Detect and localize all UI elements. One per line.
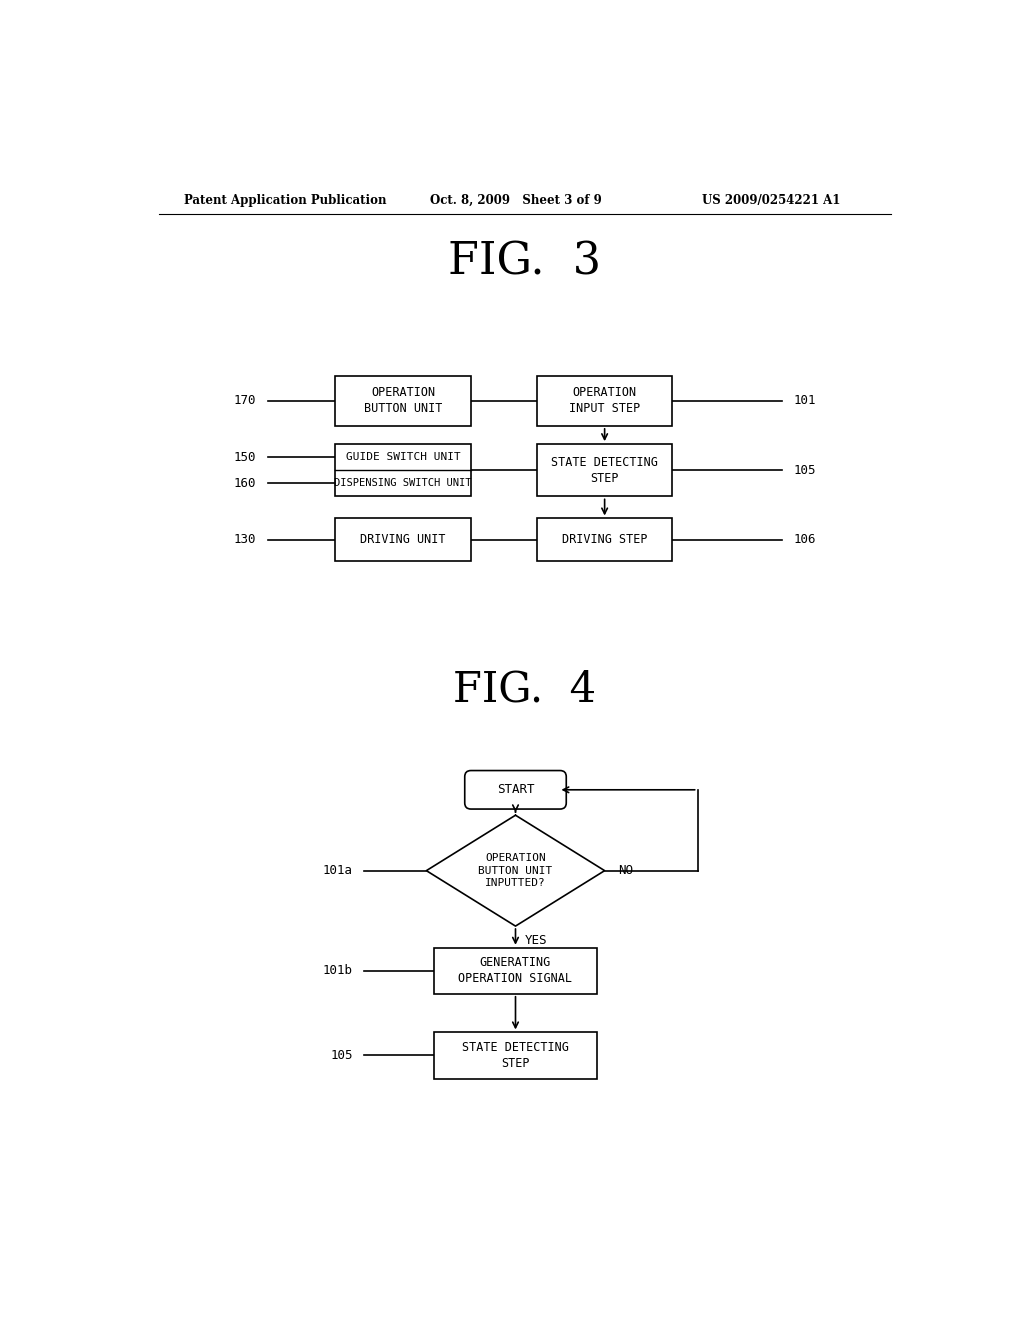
Text: 105: 105 [331, 1049, 352, 1063]
Text: Oct. 8, 2009   Sheet 3 of 9: Oct. 8, 2009 Sheet 3 of 9 [430, 194, 602, 207]
Text: YES: YES [524, 933, 547, 946]
Text: OPERATION
BUTTON UNIT
INPUTTED?: OPERATION BUTTON UNIT INPUTTED? [478, 853, 553, 888]
Bar [335, 444, 471, 496]
Text: Patent Application Publication: Patent Application Publication [183, 194, 386, 207]
Bar [335, 376, 471, 426]
Text: OPERATION
INPUT STEP: OPERATION INPUT STEP [569, 387, 640, 416]
Text: US 2009/0254221 A1: US 2009/0254221 A1 [701, 194, 840, 207]
Text: OPERATION
BUTTON UNIT: OPERATION BUTTON UNIT [364, 387, 442, 416]
Text: DRIVING STEP: DRIVING STEP [562, 533, 647, 546]
Text: FIG.  4: FIG. 4 [454, 669, 596, 710]
Bar [537, 444, 673, 496]
Text: FIG.  3: FIG. 3 [449, 240, 601, 284]
FancyBboxPatch shape [465, 771, 566, 809]
Text: STATE DETECTING
STEP: STATE DETECTING STEP [551, 455, 658, 484]
Text: DISPENSING SWITCH UNIT: DISPENSING SWITCH UNIT [335, 478, 472, 488]
Bar [537, 376, 673, 426]
Bar [537, 519, 673, 561]
Text: 130: 130 [233, 533, 256, 546]
Text: STATE DETECTING
STEP: STATE DETECTING STEP [462, 1041, 569, 1071]
Polygon shape [426, 816, 604, 927]
Text: 106: 106 [794, 533, 816, 546]
Text: NO: NO [618, 865, 634, 878]
Text: 150: 150 [233, 450, 256, 463]
Text: GENERATING
OPERATION SIGNAL: GENERATING OPERATION SIGNAL [459, 956, 572, 985]
Text: 101a: 101a [323, 865, 352, 878]
Bar [434, 1032, 597, 1078]
Text: 101b: 101b [323, 964, 352, 977]
Text: GUIDE SWITCH UNIT: GUIDE SWITCH UNIT [346, 453, 461, 462]
Text: 105: 105 [794, 463, 816, 477]
Text: 160: 160 [233, 477, 256, 490]
Text: 170: 170 [233, 395, 256, 408]
Bar [335, 519, 471, 561]
Text: DRIVING UNIT: DRIVING UNIT [360, 533, 445, 546]
Text: 101: 101 [794, 395, 816, 408]
Bar [434, 948, 597, 994]
Text: START: START [497, 783, 535, 796]
